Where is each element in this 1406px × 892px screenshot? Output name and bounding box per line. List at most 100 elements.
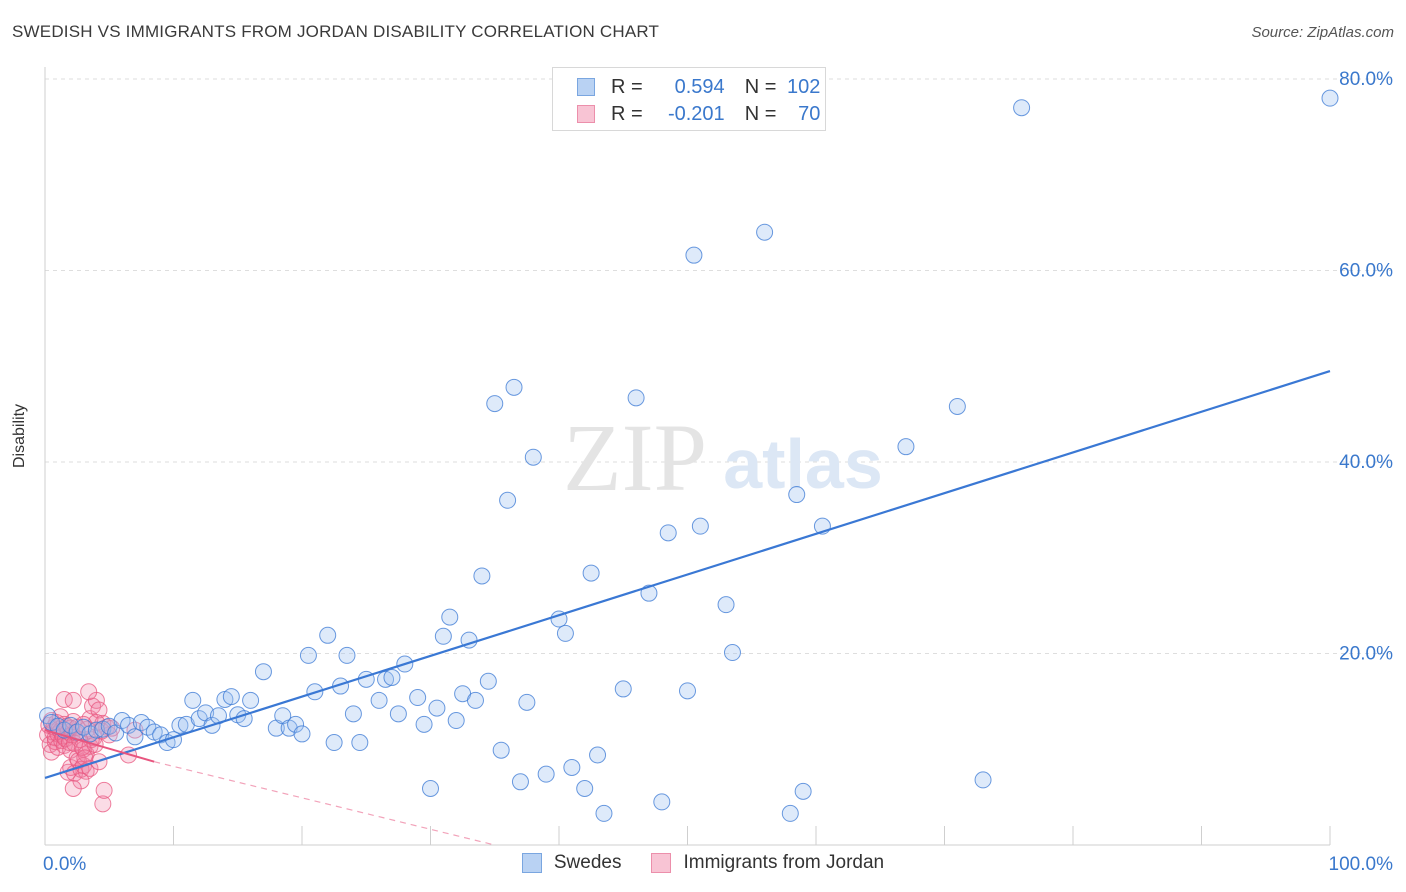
data-point-swedes: [479, 672, 497, 690]
data-point-swedes: [422, 780, 439, 798]
legend-row-jordan: R = -0.201 N = 70: [577, 101, 820, 127]
data-point-swedes: [319, 626, 337, 644]
legend-swatch-jordan: [651, 853, 672, 873]
data-point-swedes: [351, 734, 369, 752]
data-point-swedes: [640, 584, 658, 602]
data-point-swedes: [87, 721, 105, 739]
y-tick-label: 40.0%: [1339, 452, 1393, 473]
x-tick-label: 100.0%: [1329, 854, 1394, 875]
data-point-swedes: [184, 691, 202, 709]
data-point-swedes: [576, 780, 594, 798]
data-point-jordan: [64, 780, 82, 798]
data-point-swedes: [415, 715, 433, 733]
series-legend: Swedes Immigrants from Jordan: [0, 852, 1406, 874]
legend-row-swedes: R = 0.594 N = 102: [577, 74, 820, 100]
data-point-swedes: [377, 670, 395, 688]
series-swedes-points: [39, 89, 1339, 822]
x-tick-label: 0.0%: [43, 854, 86, 875]
data-point-swedes: [614, 680, 632, 698]
data-point-swedes: [897, 438, 915, 456]
data-point-jordan: [95, 781, 113, 799]
data-point-swedes: [409, 689, 427, 707]
series-jordan-points: [39, 683, 144, 813]
data-point-swedes: [389, 705, 407, 723]
data-point-swedes: [293, 725, 311, 743]
data-point-swedes: [511, 773, 529, 791]
data-point-swedes: [447, 712, 465, 730]
data-point-jordan: [90, 701, 108, 719]
data-point-swedes: [582, 564, 600, 582]
data-point-swedes: [948, 397, 966, 415]
data-point-swedes: [499, 491, 517, 509]
data-point-swedes: [589, 746, 607, 764]
legend-item-jordan[interactable]: Immigrants from Jordan: [651, 852, 884, 874]
data-point-jordan: [94, 795, 112, 813]
data-point-swedes: [383, 668, 401, 686]
data-point-swedes: [537, 765, 555, 783]
legend-r-value: -0.201: [667, 102, 725, 125]
source-label: Source: ZipAtlas.com: [1251, 24, 1394, 41]
trend-lines: [44, 369, 1331, 846]
data-point-jordan: [73, 738, 91, 756]
legend-swatch-jordan: [577, 105, 595, 123]
data-point-swedes: [344, 705, 362, 723]
legend-r-label: R =: [611, 75, 643, 98]
data-point-jordan: [100, 726, 118, 744]
data-point-swedes: [492, 741, 510, 759]
data-point-swedes: [370, 691, 388, 709]
data-point-swedes: [222, 688, 240, 706]
watermark-zip: ZIP: [563, 404, 707, 511]
data-point-swedes: [242, 691, 260, 709]
data-point-swedes: [691, 517, 709, 535]
watermark: ZIP atlas: [563, 404, 883, 511]
legend-r-label: R =: [611, 102, 643, 125]
data-point-swedes: [518, 693, 536, 711]
trend-line-jordan: [44, 729, 155, 763]
data-point-swedes: [171, 716, 189, 734]
trend-line-swedes: [44, 369, 1331, 780]
data-point-swedes: [254, 663, 272, 681]
data-point-swedes: [62, 716, 80, 734]
trend-line-jordan-extension: [154, 761, 495, 846]
data-point-swedes: [653, 793, 671, 811]
data-point-swedes: [717, 596, 735, 614]
chart-title: SWEDISH VS IMMIGRANTS FROM JORDAN DISABI…: [12, 22, 660, 41]
data-point-swedes: [287, 715, 305, 733]
data-point-swedes: [299, 646, 317, 664]
tick-labels: 20.0% 40.0% 60.0% 80.0% 0.0% 100.0%: [43, 69, 1393, 875]
data-point-swedes: [974, 771, 992, 789]
legend-item-swedes[interactable]: Swedes: [521, 852, 622, 874]
data-point-jordan: [80, 683, 98, 701]
data-point-swedes: [685, 246, 703, 264]
data-point-swedes: [338, 646, 356, 664]
legend-n-label: N =: [744, 102, 777, 125]
data-point-swedes: [679, 682, 696, 700]
data-point-swedes: [126, 728, 144, 746]
data-point-swedes: [627, 389, 645, 407]
data-point-swedes: [441, 608, 459, 626]
data-point-swedes: [556, 624, 574, 642]
y-tick-label: 60.0%: [1339, 261, 1393, 282]
legend-n-value: 70: [798, 102, 821, 125]
data-point-swedes: [505, 378, 523, 396]
legend-r-value: 0.594: [674, 75, 725, 98]
data-point-swedes: [723, 644, 741, 662]
data-point-swedes: [794, 782, 812, 800]
data-point-swedes: [1321, 89, 1339, 107]
grid-lines: [45, 78, 1392, 654]
data-point-swedes: [466, 691, 484, 709]
data-point-swedes: [595, 804, 613, 822]
data-point-swedes: [486, 395, 504, 413]
legend-swatch-swedes: [521, 853, 542, 873]
data-point-jordan: [55, 690, 73, 708]
data-point-swedes: [781, 804, 799, 822]
legend-label-swedes: Swedes: [553, 852, 622, 873]
data-point-swedes: [434, 627, 452, 645]
legend-n-label: N =: [744, 75, 777, 98]
legend-swatch-swedes: [577, 78, 595, 96]
data-point-swedes: [75, 718, 93, 736]
data-point-swedes: [659, 524, 677, 542]
data-point-swedes: [524, 448, 542, 466]
data-point-swedes: [325, 734, 343, 752]
